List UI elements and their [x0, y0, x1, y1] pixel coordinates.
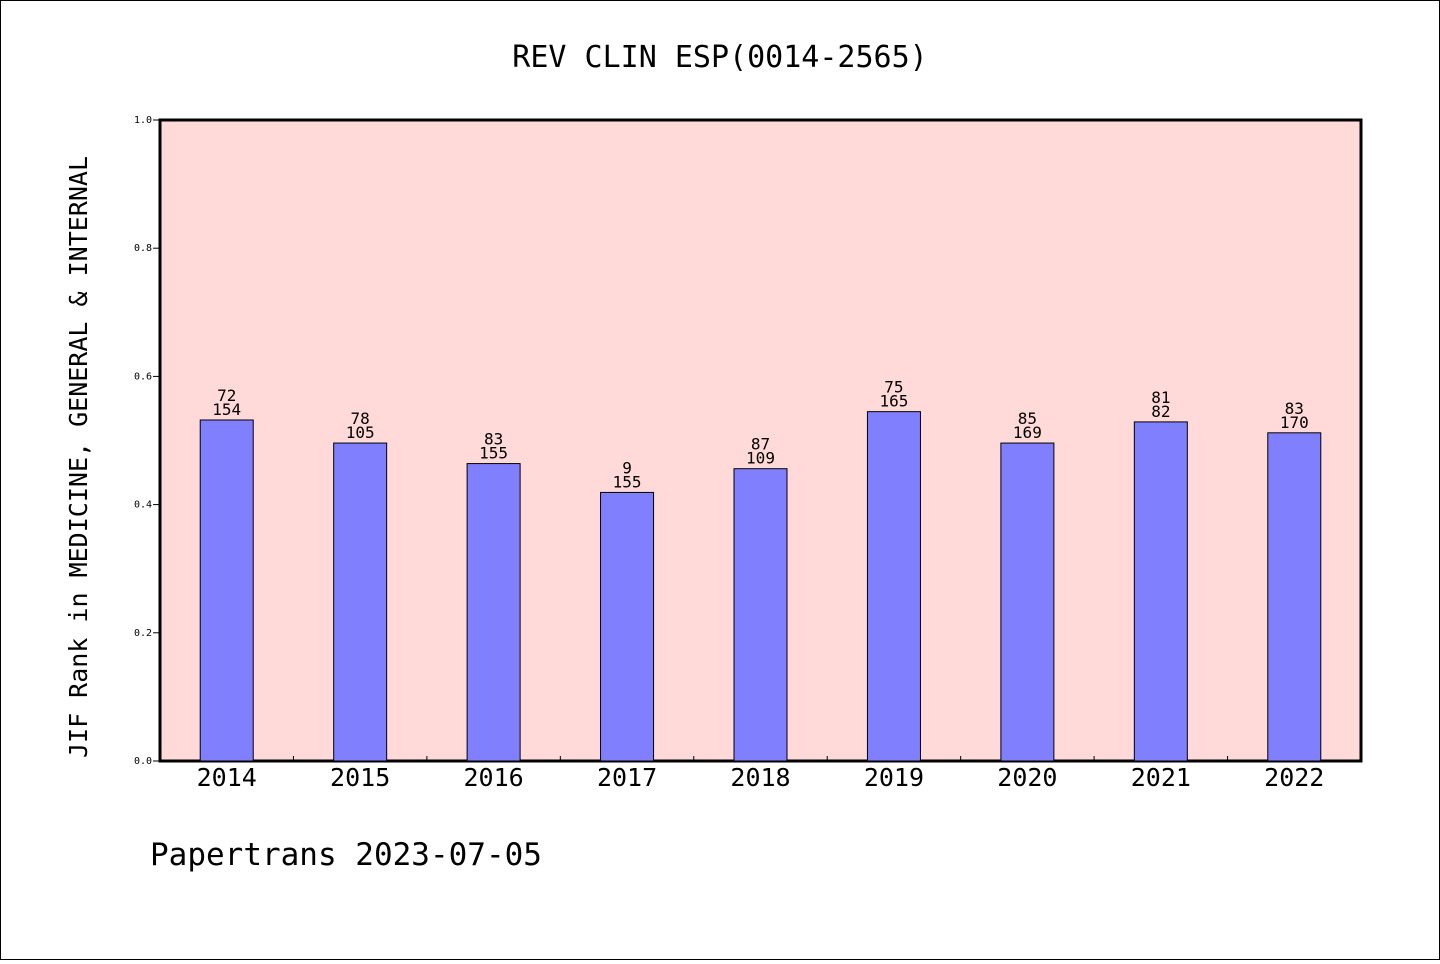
bar-total-label: 154	[212, 400, 241, 419]
bar-rank-label: 81	[1151, 388, 1170, 407]
bar	[1267, 432, 1322, 762]
bar-rank-label: 83	[1285, 399, 1304, 418]
y-axis-label: JIF Rank in MEDICINE, GENERAL & INTERNAL	[64, 156, 93, 758]
y-tick-label: 0.6	[134, 371, 152, 382]
bar	[866, 411, 921, 762]
bar-total-label: 105	[346, 423, 375, 442]
chart-title: REV CLIN ESP(0014-2565)	[512, 40, 927, 75]
x-tick-label: 2014	[197, 763, 257, 792]
x-tick-label: 2018	[730, 763, 790, 792]
y-axis: 0.0 0.2 0.4 0.6 0.8 1.0	[134, 115, 160, 767]
y-tick-label: 0.4	[134, 500, 152, 511]
x-tick-label: 2017	[597, 763, 657, 792]
bar-rank-label: 75	[884, 378, 903, 397]
bar	[600, 491, 655, 762]
bar-total-label: 82	[1151, 402, 1170, 421]
bar-total-label: 169	[1013, 423, 1042, 442]
x-tick-label: 2019	[864, 763, 924, 792]
bar-rank-label: 83	[484, 430, 503, 449]
bar	[199, 419, 254, 762]
footer-credit: Papertrans 2023-07-05	[150, 837, 542, 873]
bar	[466, 463, 521, 762]
bar-rank-label: 72	[217, 386, 236, 405]
bar	[1000, 442, 1055, 762]
bar-total-label: 170	[1280, 413, 1309, 432]
bars-group	[199, 411, 1322, 762]
x-tick-label: 2022	[1264, 763, 1324, 792]
x-tick-label: 2021	[1131, 763, 1191, 792]
bar-rank-label: 85	[1018, 409, 1037, 428]
x-tick-label: 2016	[464, 763, 524, 792]
bar-total-label: 155	[613, 472, 642, 491]
bar-rank-label: 87	[751, 435, 770, 454]
y-tick-label: 0.8	[134, 243, 152, 254]
x-tick-label: 2020	[997, 763, 1057, 792]
bar-total-label: 155	[479, 444, 508, 463]
x-axis: 2014 2015 2016 2017 2018 2019 2020 2021 2022	[197, 756, 1324, 792]
bar	[333, 442, 388, 762]
bar-total-label: 165	[879, 392, 908, 411]
bar-rank-label: 9	[622, 458, 632, 477]
bar	[733, 468, 788, 762]
y-tick-label: 0.0	[134, 756, 152, 767]
y-tick-label: 1.0	[134, 115, 152, 126]
y-tick-label: 0.2	[134, 628, 152, 639]
bar	[1133, 421, 1188, 762]
bar-rank-label: 78	[351, 409, 370, 428]
x-tick-label: 2015	[330, 763, 390, 792]
bar-total-label: 109	[746, 449, 775, 468]
